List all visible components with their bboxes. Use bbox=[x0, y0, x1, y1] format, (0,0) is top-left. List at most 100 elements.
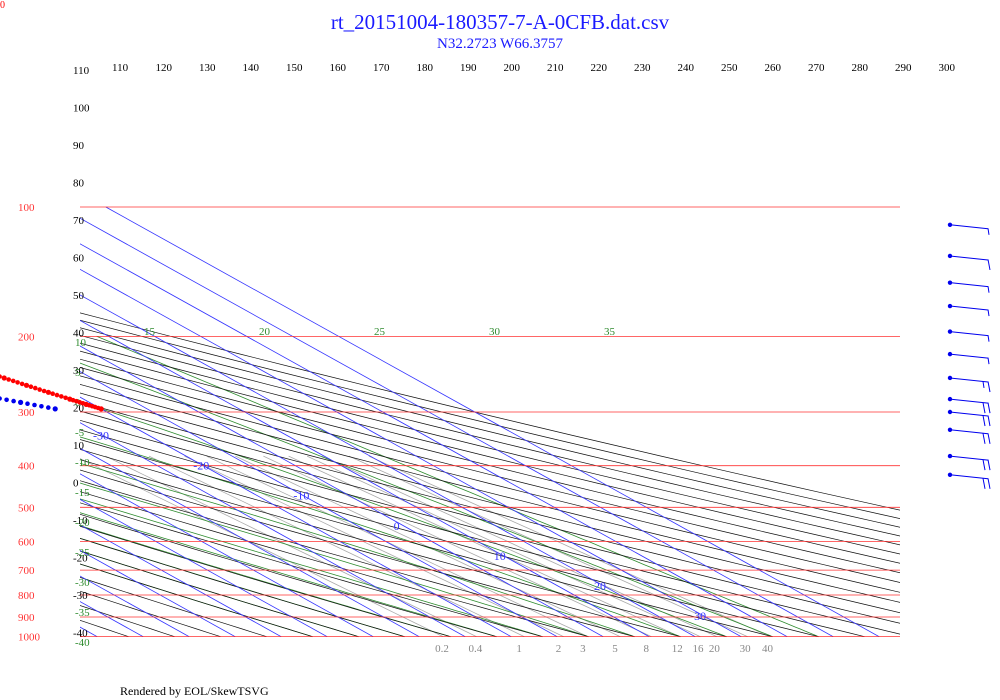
wind-barb-flag bbox=[982, 433, 986, 444]
dry-adiabat-line bbox=[80, 635, 83, 638]
pressure-label: 200 bbox=[18, 331, 35, 343]
mixing-ratio-line bbox=[206, 455, 589, 638]
pressure-label: 500 bbox=[18, 502, 35, 514]
dry-adiabat-line bbox=[80, 538, 405, 638]
mixing-ratio-line bbox=[263, 455, 652, 638]
isotherm-line bbox=[80, 294, 696, 638]
theta-top-label: 270 bbox=[808, 62, 825, 74]
dewpoint-point bbox=[52, 406, 58, 412]
theta-e-left-label: -20 bbox=[75, 517, 90, 529]
dry-adiabat-line bbox=[80, 319, 900, 519]
dry-adiabat-line bbox=[80, 480, 635, 638]
temperature-point bbox=[6, 377, 11, 382]
wind-barb-shaft bbox=[949, 429, 989, 435]
pressure-label: 1000 bbox=[18, 632, 41, 644]
theta-top-label: 180 bbox=[417, 62, 434, 74]
theta-e-left-label: -25 bbox=[75, 547, 90, 559]
wind-barb-flag bbox=[987, 381, 991, 393]
wind-barb bbox=[947, 472, 991, 489]
dry-adiabat-line bbox=[80, 449, 773, 638]
dry-adiabat-line bbox=[80, 419, 900, 635]
dry-adiabat-line bbox=[80, 563, 313, 638]
isotherm-line bbox=[80, 498, 328, 638]
wind-barb-flag bbox=[987, 402, 991, 414]
dry-adiabat-line bbox=[80, 335, 900, 537]
wind-barb-shaft bbox=[949, 255, 989, 261]
temperature-point bbox=[23, 382, 30, 388]
pressure-label: 100 bbox=[18, 202, 35, 214]
isotherm-line bbox=[0, 207, 5, 637]
pressure-label: 400 bbox=[18, 461, 35, 473]
theta-top-label: 280 bbox=[852, 62, 869, 74]
wind-barb-point bbox=[947, 396, 953, 402]
wind-barb-flag bbox=[982, 402, 986, 414]
theta-left-label: -20 bbox=[73, 553, 88, 565]
wind-barb-shaft bbox=[949, 331, 989, 337]
mixing-ratio-label: 16 bbox=[692, 643, 704, 655]
mixing-ratio-label: 0.4 bbox=[469, 643, 483, 655]
wind-barb bbox=[947, 427, 991, 444]
wind-barb bbox=[947, 253, 991, 271]
theta-left-label: 110 bbox=[73, 65, 90, 77]
isotherm-label: -20 bbox=[193, 459, 209, 473]
wind-barb-shaft bbox=[949, 353, 989, 359]
moist-adiabat-line bbox=[96, 335, 819, 638]
mixing-ratio-label: 0.2 bbox=[435, 643, 449, 655]
thermo-grid bbox=[0, 206, 900, 638]
isotherm-line bbox=[80, 473, 374, 638]
theta-top-label: 230 bbox=[634, 62, 651, 74]
theta-top-label: 110 bbox=[112, 62, 129, 74]
pressure-label: 300 bbox=[18, 407, 35, 419]
dry-adiabat-line bbox=[80, 577, 267, 638]
wind-barb-half-flag bbox=[987, 228, 990, 235]
isotherm-line bbox=[80, 626, 98, 638]
mixing-ratio-label: 5 bbox=[612, 643, 618, 655]
plot-frame bbox=[80, 72, 900, 646]
theta-top-label: 250 bbox=[721, 62, 738, 74]
theta-e-label: 15 bbox=[144, 326, 156, 338]
dry-adiabat-line bbox=[80, 550, 359, 638]
theta-top-label: 300 bbox=[939, 62, 956, 74]
pressure-label: 700 bbox=[18, 565, 35, 577]
theta-left-label: 80 bbox=[73, 178, 85, 190]
isotherm-line bbox=[80, 243, 788, 638]
theta-left-label: 40 bbox=[73, 328, 85, 340]
theta-e-left-label: -15 bbox=[75, 487, 90, 499]
dry-adiabat-line bbox=[80, 491, 589, 638]
theta-top-label: 160 bbox=[330, 62, 347, 74]
pressure-label: 900 bbox=[18, 612, 35, 624]
theta-left-label: -30 bbox=[73, 590, 88, 602]
theta-left-label: 70 bbox=[73, 215, 85, 227]
theta-e-left-label: -40 bbox=[75, 637, 90, 649]
isotherm-line bbox=[80, 396, 512, 638]
wind-barb-half-flag bbox=[987, 309, 990, 317]
wind-barb bbox=[947, 280, 990, 293]
mixing-ratio-label: 12 bbox=[672, 643, 683, 655]
dewpoint-point bbox=[4, 397, 9, 403]
wind-barb bbox=[947, 409, 991, 427]
isotherm-line bbox=[80, 422, 466, 638]
theta-top-label: 150 bbox=[286, 62, 303, 74]
theta-top-label: 140 bbox=[243, 62, 260, 74]
theta-left-label: 20 bbox=[73, 403, 85, 415]
dry-adiabat-line bbox=[80, 410, 900, 624]
theta-top-label: 190 bbox=[460, 62, 477, 74]
isotherm-label: -30 bbox=[93, 428, 109, 442]
dry-adiabat-line bbox=[80, 358, 900, 564]
chart-subtitle: N32.2723 W66.3757 bbox=[437, 36, 563, 52]
wind-barb-flag bbox=[987, 459, 991, 471]
temperature-point bbox=[0, 374, 2, 379]
theta-left-label: 90 bbox=[73, 140, 85, 152]
dewpoint-point bbox=[32, 402, 37, 408]
isotherm-line bbox=[80, 268, 742, 638]
wind-barb bbox=[947, 351, 990, 365]
theta-e-left-label: -10 bbox=[75, 457, 90, 469]
theta-left-label: 100 bbox=[73, 103, 90, 115]
temperature-point bbox=[10, 378, 16, 384]
mixing-ratio-label: 20 bbox=[709, 643, 721, 655]
dry-adiabat-line bbox=[80, 383, 900, 593]
theta-top-label: 260 bbox=[765, 62, 782, 74]
dry-adiabat-line bbox=[80, 429, 865, 638]
theta-top-label: 290 bbox=[895, 62, 912, 74]
theta-top-label: 220 bbox=[591, 62, 608, 74]
